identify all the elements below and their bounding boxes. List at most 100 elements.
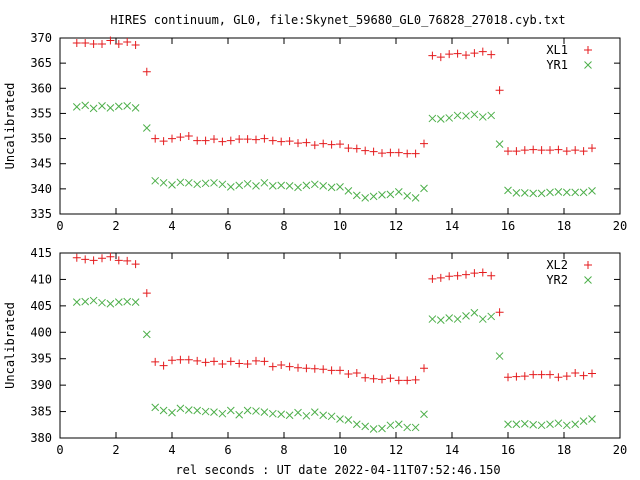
- data-point: [462, 51, 470, 60]
- legend-marker: [584, 46, 592, 54]
- data-point: [579, 147, 588, 156]
- data-point: [520, 146, 529, 155]
- data-point: [193, 136, 202, 145]
- data-point: [394, 188, 403, 196]
- data-point: [537, 146, 546, 155]
- data-point: [243, 135, 252, 144]
- data-point: [344, 416, 353, 424]
- data-point: [243, 179, 252, 188]
- data-point: [218, 409, 227, 418]
- data-point: [89, 256, 98, 265]
- data-point: [243, 360, 252, 368]
- data-point: [159, 406, 168, 415]
- data-point: [168, 408, 176, 417]
- x-axis-label: rel seconds : UT date 2022-04-11T07:52:4…: [175, 463, 500, 477]
- data-point: [114, 298, 123, 307]
- data-point: [546, 370, 554, 379]
- data-point: [344, 144, 353, 153]
- data-point: [470, 308, 479, 317]
- data-point: [226, 182, 235, 191]
- data-point: [114, 256, 123, 265]
- data-point: [201, 179, 210, 188]
- y-tick-label: 410: [30, 272, 52, 286]
- data-point: [554, 419, 563, 428]
- data-point: [512, 147, 521, 156]
- data-point: [159, 178, 168, 187]
- data-point: [151, 176, 160, 185]
- data-point: [142, 124, 151, 132]
- data-point: [394, 420, 403, 429]
- data-point: [235, 359, 244, 368]
- y-tick-label: 360: [30, 81, 52, 95]
- data-point: [123, 256, 132, 265]
- data-point: [98, 102, 106, 110]
- data-point: [403, 423, 412, 432]
- data-point: [571, 146, 580, 155]
- data-point: [403, 376, 412, 385]
- data-point: [176, 133, 185, 142]
- data-point: [151, 134, 160, 143]
- data-point: [453, 315, 462, 323]
- data-point: [184, 355, 193, 364]
- data-point: [277, 181, 286, 190]
- data-point: [478, 113, 487, 121]
- data-point: [81, 39, 90, 48]
- data-point: [403, 149, 412, 158]
- data-point: [579, 371, 588, 380]
- data-point: [123, 38, 132, 47]
- plot-frame: [59, 252, 621, 439]
- data-point: [487, 312, 496, 321]
- legend-label: YR1: [546, 58, 568, 72]
- data-point: [235, 181, 244, 190]
- data-point: [428, 274, 437, 283]
- data-point: [268, 409, 277, 418]
- data-point: [193, 406, 202, 415]
- data-point: [445, 114, 454, 122]
- y-tick-label: 405: [30, 299, 52, 313]
- data-point: [131, 298, 140, 307]
- data-point: [268, 362, 277, 371]
- data-point: [445, 272, 454, 281]
- data-point: [268, 181, 277, 190]
- data-point: [218, 180, 227, 189]
- data-point: [235, 410, 244, 419]
- data-point: [562, 147, 571, 156]
- data-point: [588, 369, 596, 378]
- series-XL2: [72, 252, 596, 385]
- data-point: [504, 373, 512, 382]
- data-point: [411, 194, 420, 202]
- data-point: [554, 373, 563, 382]
- data-point: [142, 330, 151, 339]
- data-point: [420, 410, 428, 419]
- x-tick-label: 16: [501, 219, 515, 233]
- data-point: [184, 178, 193, 187]
- data-point: [336, 415, 344, 423]
- data-point: [411, 375, 420, 384]
- data-point: [114, 40, 123, 49]
- y-tick-label: 335: [30, 207, 52, 221]
- data-point: [114, 102, 123, 111]
- data-point: [310, 364, 319, 373]
- data-point: [470, 269, 479, 278]
- data-point: [537, 421, 546, 430]
- data-point: [252, 407, 260, 415]
- data-point: [201, 407, 210, 416]
- data-point: [123, 297, 132, 306]
- data-point: [537, 370, 546, 379]
- data-point: [336, 182, 344, 191]
- data-point: [529, 189, 538, 198]
- data-point: [168, 356, 176, 365]
- data-point: [89, 104, 98, 113]
- data-point: [436, 115, 445, 123]
- data-point: [495, 352, 504, 360]
- data-point: [294, 183, 302, 192]
- data-point: [131, 41, 140, 50]
- data-point: [277, 361, 286, 370]
- y-tick-label: 415: [30, 246, 52, 260]
- data-point: [201, 136, 210, 145]
- data-point: [369, 147, 378, 156]
- data-point: [369, 425, 378, 433]
- data-point: [495, 308, 504, 317]
- data-point: [226, 357, 235, 366]
- data-point: [411, 423, 420, 432]
